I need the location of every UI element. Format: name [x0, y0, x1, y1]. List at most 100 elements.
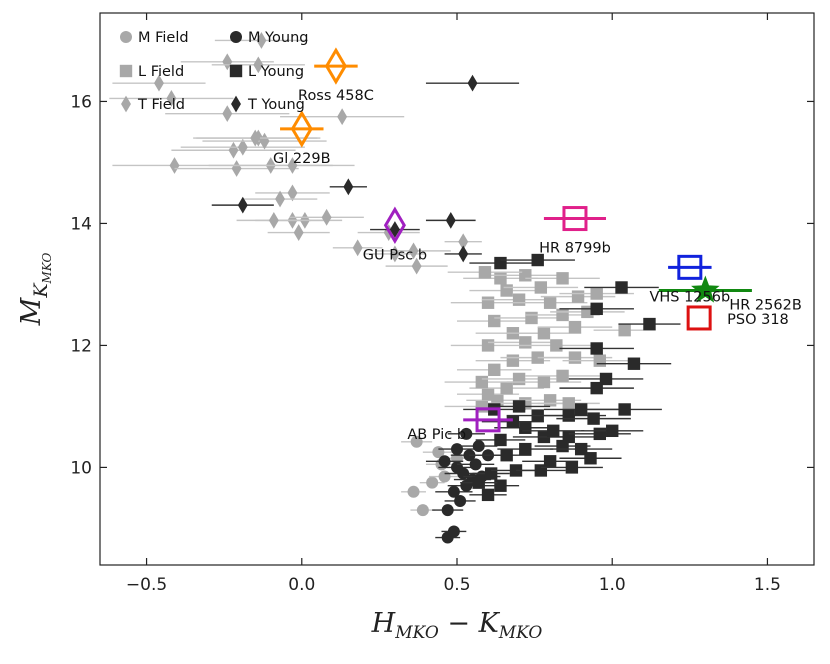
data-point-t-field: [352, 239, 363, 257]
legend-item-l-field: L Field: [119, 64, 184, 80]
y-tick-label: 10: [70, 458, 92, 478]
label-gu-psc-b: GU Psc b: [363, 247, 427, 263]
legend-marker-diamond: [231, 95, 241, 113]
data-point-l-young: [587, 412, 600, 425]
data-point-m-young: [447, 525, 460, 538]
data-point-m-young: [447, 485, 460, 498]
data-point-l-young: [565, 461, 579, 474]
data-point-l-young: [531, 253, 544, 267]
data-point-l-field: [512, 293, 526, 306]
data-point-l-field: [478, 266, 492, 279]
y-axis-label: MKMKO: [16, 253, 54, 327]
data-point-l-young: [627, 357, 641, 370]
data-point-t-field: [222, 53, 233, 71]
data-point-l-field: [568, 351, 582, 364]
x-axis-label-main: H: [371, 608, 396, 639]
data-point-t-field: [287, 157, 298, 174]
data-point-t-field: [169, 157, 180, 174]
legend-label: T Field: [137, 97, 185, 113]
data-point-l-field: [618, 323, 631, 337]
data-point-t-field: [389, 245, 400, 263]
label-ross-458c: Ross 458C: [298, 88, 374, 104]
series-m-young: [425, 427, 507, 544]
square-marker: [562, 206, 588, 232]
label-gl-229b: Gl 229B: [273, 151, 331, 167]
data-point-l-field: [562, 397, 575, 410]
data-point-l-young: [494, 256, 507, 270]
data-point-t-field: [231, 160, 242, 177]
data-point-l-young: [512, 400, 526, 413]
data-point-l-field: [475, 375, 489, 389]
legend-marker-diamond: [121, 95, 131, 113]
data-point-l-field: [534, 281, 548, 294]
square-marker: [475, 407, 501, 433]
data-point-l-young: [590, 381, 603, 395]
x-tick-label: 1.5: [754, 575, 781, 595]
data-point-l-young: [543, 455, 557, 468]
y-tick-label: 12: [70, 336, 92, 356]
data-point-m-young: [472, 440, 485, 453]
data-point-t-field: [275, 190, 286, 208]
data-point-l-young: [590, 302, 603, 316]
data-point-t-young: [458, 245, 469, 263]
data-point-t-field: [256, 32, 267, 49]
data-point-t-field: [268, 211, 279, 229]
legend-item-l-young: L Young: [229, 64, 304, 80]
x-tick-label: 0.5: [443, 575, 470, 595]
y-axis-label-main: M: [16, 296, 47, 326]
data-point-t-field: [253, 56, 264, 74]
data-point-t-field: [408, 242, 419, 260]
data-point-l-young: [500, 449, 513, 462]
data-point-l-young: [506, 415, 520, 428]
x-axis-label-sub2: MKO: [498, 623, 543, 643]
data-point-l-field: [488, 363, 501, 377]
highlight-gl-229b: Gl 229B: [273, 110, 331, 167]
y-tick-label: 14: [70, 214, 92, 234]
diamond-marker: [383, 206, 406, 244]
data-point-t-field: [337, 108, 348, 126]
label-hr-8799b: HR 8799b: [539, 241, 611, 257]
star-marker: [691, 275, 720, 303]
data-point-l-young: [599, 372, 613, 386]
data-point-l-field: [488, 314, 501, 328]
highlight-ross-458c: Ross 458C: [298, 47, 374, 104]
legend: M Field M Young L Field L Young T Field T You…: [119, 30, 309, 113]
highlight-vhs-1256b: VHS 1256b: [649, 254, 730, 305]
data-point-l-field: [556, 308, 569, 322]
data-point-l-young: [584, 452, 597, 465]
data-point-t-young: [467, 74, 478, 92]
data-point-m-field: [438, 470, 451, 483]
data-point-t-field: [259, 132, 270, 150]
data-point-l-young: [472, 476, 485, 489]
data-point-l-young: [643, 317, 656, 331]
data-point-l-field: [506, 354, 520, 367]
data-point-l-young: [590, 342, 603, 355]
data-point-t-field: [458, 233, 469, 251]
legend-item-m-field: M Field: [120, 30, 189, 46]
data-point-m-young: [451, 461, 463, 474]
legend-label: L Young: [248, 64, 304, 80]
legend-marker-square: [229, 64, 243, 78]
data-point-l-young: [574, 403, 588, 416]
label-ab-pic-b: AB Pic b: [407, 427, 466, 443]
data-point-l-young: [494, 433, 507, 447]
x-tick-label: −0.5: [126, 575, 167, 595]
highlight-pso-318: PSO 318: [686, 305, 789, 331]
series-t-young: [211, 74, 520, 263]
data-point-l-field: [593, 354, 606, 367]
data-point-l-field: [550, 339, 563, 352]
square-marker: [686, 305, 712, 331]
data-point-m-field: [416, 504, 429, 517]
data-point-l-field: [481, 388, 495, 401]
data-point-l-young: [562, 430, 575, 444]
data-point-l-field: [494, 272, 507, 285]
data-point-t-field: [411, 257, 422, 275]
series-t-field: [109, 32, 482, 275]
data-point-m-field: [410, 435, 423, 448]
label-vhs-1256b: VHS 1256b: [649, 289, 730, 305]
data-point-l-young: [494, 479, 507, 492]
data-point-l-field: [590, 287, 603, 300]
data-point-l-young: [593, 427, 606, 441]
x-axis-label-minus: − K: [439, 608, 501, 639]
